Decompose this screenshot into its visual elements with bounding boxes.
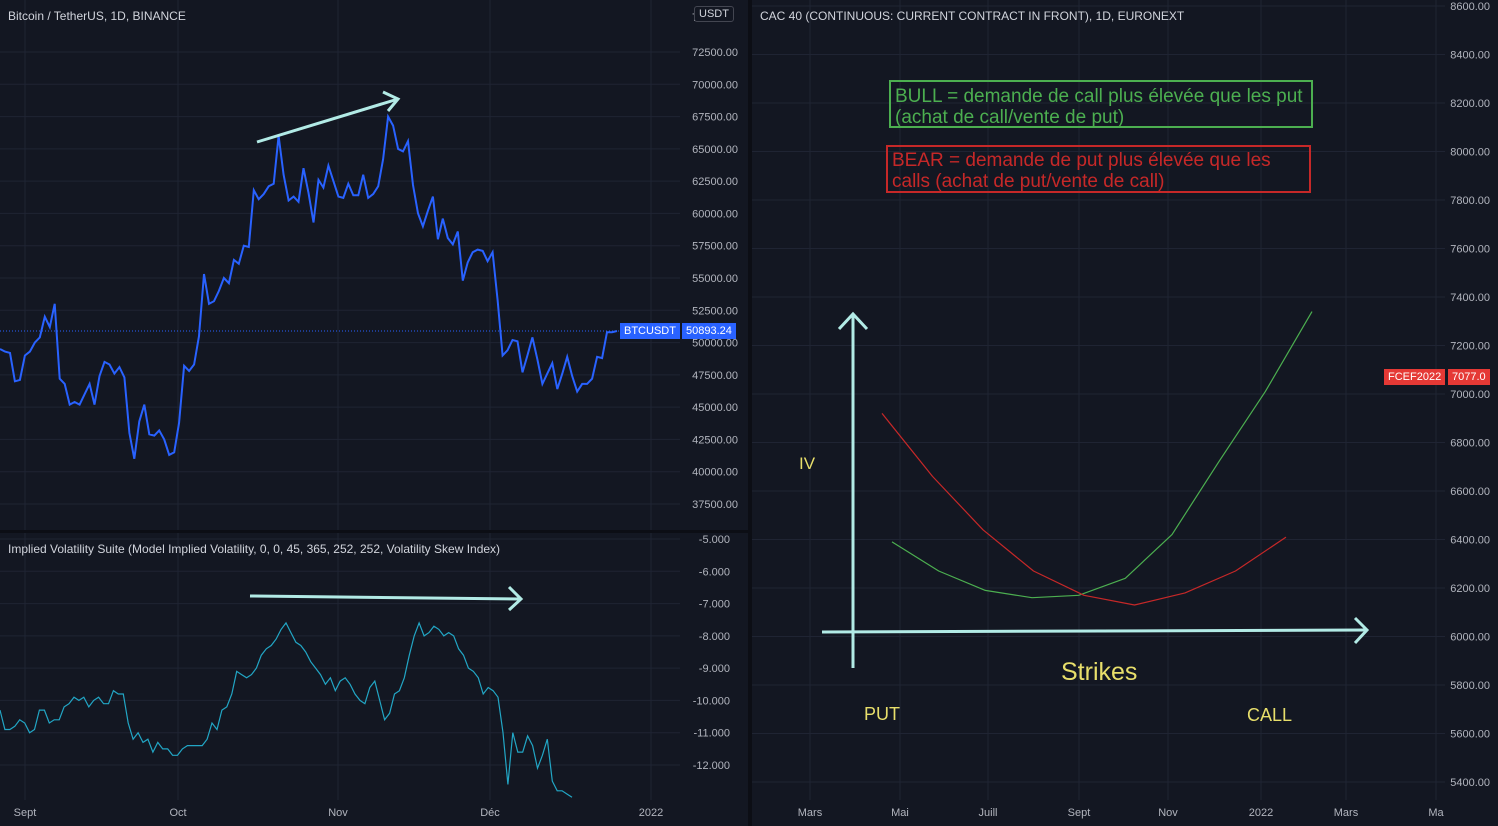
btc-x-tick-label: Sept <box>14 807 37 819</box>
cac40-y-tick-label: 5400.00 <box>1450 777 1490 789</box>
cac40-y-tick-label: 8200.00 <box>1450 98 1490 110</box>
cac40-x-axis-svg: Mars Mai Juill Sept Nov 2022 Mars Ma <box>798 807 1445 819</box>
cac40-y-axis-svg: 8600.00 8400.00 8200.00 8000.00 7800.00 7600.… <box>1450 1 1490 789</box>
btc-y-tick-label: 37500.00 <box>692 499 738 511</box>
iv-y-tick-label: -12.000 <box>693 760 730 772</box>
cac40-x-tick-label: 2022 <box>1249 807 1273 819</box>
btc-y-axis-svg: 72500.00 70000.00 67500.00 65000.00 62500.00… <box>692 12 738 511</box>
iv-y-tick-label: -10.000 <box>693 695 730 707</box>
iv-y-tick-label: -9.000 <box>699 663 730 675</box>
iv-indicator-title: Implied Volatility Suite (Model Implied … <box>8 542 501 556</box>
cac40-y-tick-label: 6200.00 <box>1450 583 1490 595</box>
pane-divider-horizontal[interactable] <box>0 530 748 533</box>
cac40-symbol-badge: FCEF2022 <box>1384 369 1446 385</box>
btc-y-tick-label: 42500.00 <box>692 434 738 446</box>
btc-price-chart[interactable] <box>0 0 680 530</box>
btc-y-tick-label: 47500.00 <box>692 370 738 382</box>
btc-y-tick-label: 65000.00 <box>692 144 738 156</box>
cac40-x-tick-label: Sept <box>1068 807 1091 819</box>
cac40-x-tick-label: Mars <box>798 807 823 819</box>
trend-arrow-head <box>382 90 401 112</box>
cac40-y-tick-label: 7800.00 <box>1450 195 1490 207</box>
btc-price-series <box>0 113 618 459</box>
cac40-y-tick-label: 5800.00 <box>1450 680 1490 692</box>
iv-y-tick-label: -6.000 <box>699 566 730 578</box>
cac40-y-tick-label: 8000.00 <box>1450 147 1490 159</box>
cac40-y-tick-label: 7400.00 <box>1450 292 1490 304</box>
flat-arrow-head <box>507 585 524 612</box>
btc-y-tick-label: 62500.00 <box>692 176 738 188</box>
btc-chart-title: Bitcoin / TetherUS, 1D, BINANCE <box>8 9 186 23</box>
put-label[interactable]: PUT <box>864 704 900 724</box>
trend-arrow-line <box>256 97 399 144</box>
bear-annotation-box[interactable]: BEAR = demande de put plus élevée que le… <box>886 145 1311 193</box>
btc-price-axis[interactable]: 72500.00 70000.00 67500.00 65000.00 62500.00… <box>680 0 748 530</box>
btc-x-tick-label: Nov <box>328 807 348 819</box>
cac40-chart-title: CAC 40 (CONTINUOUS: CURRENT CONTRACT IN … <box>760 9 1185 23</box>
iv-y-axis-svg: -5.000 -6.000 -7.000 -8.000 -9.000 -10.000 -11… <box>693 534 731 772</box>
btc-y-tick-label: 50000.00 <box>692 338 738 350</box>
iv-skew-series <box>0 621 573 798</box>
cac40-time-axis[interactable]: Mars Mai Juill Sept Nov 2022 Mars Ma <box>752 800 1445 826</box>
iv-axis-arrow-head <box>837 311 869 331</box>
btc-last-price-badge: 50893.24 <box>682 323 736 340</box>
iv-y-tick-label: -8.000 <box>699 631 730 643</box>
cac40-x-tick-label: Nov <box>1158 807 1178 819</box>
cac40-y-tick-label: 6000.00 <box>1450 632 1490 644</box>
btc-y-tick-label: 52500.00 <box>692 305 738 317</box>
btc-x-tick-label: Déc <box>480 807 500 819</box>
call-label[interactable]: CALL <box>1247 705 1293 725</box>
iv-indicator-pane[interactable]: Implied Volatility Suite (Model Implied … <box>0 533 680 800</box>
cac40-x-tick-label: Juill <box>979 807 998 819</box>
cac40-y-tick-label: 8400.00 <box>1450 50 1490 62</box>
pane-divider-vertical[interactable] <box>748 0 752 826</box>
btc-symbol-badge: BTCUSDT <box>620 323 680 340</box>
btc-y-tick-label: 72500.00 <box>692 47 738 59</box>
btc-y-tick-label: 45000.00 <box>692 402 738 414</box>
bull-skew-curve <box>891 311 1313 599</box>
cac40-x-tick-label: Mai <box>891 807 909 819</box>
cac40-y-tick-label: 7600.00 <box>1450 244 1490 256</box>
cac40-y-tick-label: 7000.00 <box>1450 389 1490 401</box>
btc-price-pane[interactable]: Bitcoin / TetherUS, 1D, BINANCE <box>0 0 680 530</box>
iv-y-tick-label: -7.000 <box>699 599 730 611</box>
cac40-x-tick-label: Ma <box>1428 807 1444 819</box>
cac40-y-tick-label: 8600.00 <box>1450 1 1490 13</box>
btc-time-axis[interactable]: Sept Oct Nov Déc 2022 <box>0 800 680 826</box>
bull-annotation-box[interactable]: BULL = demande de call plus élevée que l… <box>889 80 1313 128</box>
btc-y-tick-label: 70000.00 <box>692 79 738 91</box>
cac40-x-tick-label: Mars <box>1334 807 1359 819</box>
cac40-y-tick-label: 6800.00 <box>1450 438 1490 450</box>
btc-x-tick-label: 2022 <box>639 807 663 819</box>
iv-y-tick-label: -11.000 <box>694 728 731 740</box>
currency-label[interactable]: USDT <box>694 6 734 22</box>
cac40-y-tick-label: 5600.00 <box>1450 729 1490 741</box>
btc-y-tick-label: 57500.00 <box>692 241 738 253</box>
btc-y-tick-label: 55000.00 <box>692 273 738 285</box>
cac40-y-tick-label: 6600.00 <box>1450 486 1490 498</box>
cac40-last-price-badge: 7077.0 <box>1448 369 1490 385</box>
cac40-y-tick-label: 7200.00 <box>1450 341 1490 353</box>
iv-axis-label[interactable]: IV <box>799 454 816 473</box>
iv-y-tick-label: -5.000 <box>699 534 730 546</box>
iv-indicator-chart[interactable] <box>0 533 680 800</box>
bear-skew-curve <box>881 413 1287 606</box>
flat-arrow-line <box>249 594 522 601</box>
cac40-chart[interactable] <box>752 0 1445 800</box>
strikes-axis-label[interactable]: Strikes <box>1061 658 1138 686</box>
btc-y-tick-label: 67500.00 <box>692 112 738 124</box>
strikes-axis-arrow-head <box>1353 616 1370 645</box>
btc-y-tick-label: 40000.00 <box>692 467 738 479</box>
iv-value-axis[interactable]: -5.000 -6.000 -7.000 -8.000 -9.000 -10.000 -11… <box>680 533 748 800</box>
btc-x-axis-svg: Sept Oct Nov Déc 2022 <box>14 807 664 819</box>
cac40-y-tick-label: 6400.00 <box>1450 535 1490 547</box>
cac40-price-axis[interactable]: 8600.00 8400.00 8200.00 8000.00 7800.00 7600.… <box>1445 0 1498 800</box>
btc-y-tick-label: 60000.00 <box>692 208 738 220</box>
cac40-chart-pane[interactable]: CAC 40 (CONTINUOUS: CURRENT CONTRACT IN … <box>752 0 1445 800</box>
btc-x-tick-label: Oct <box>169 807 186 819</box>
strikes-axis-arrow-line <box>821 628 1367 634</box>
